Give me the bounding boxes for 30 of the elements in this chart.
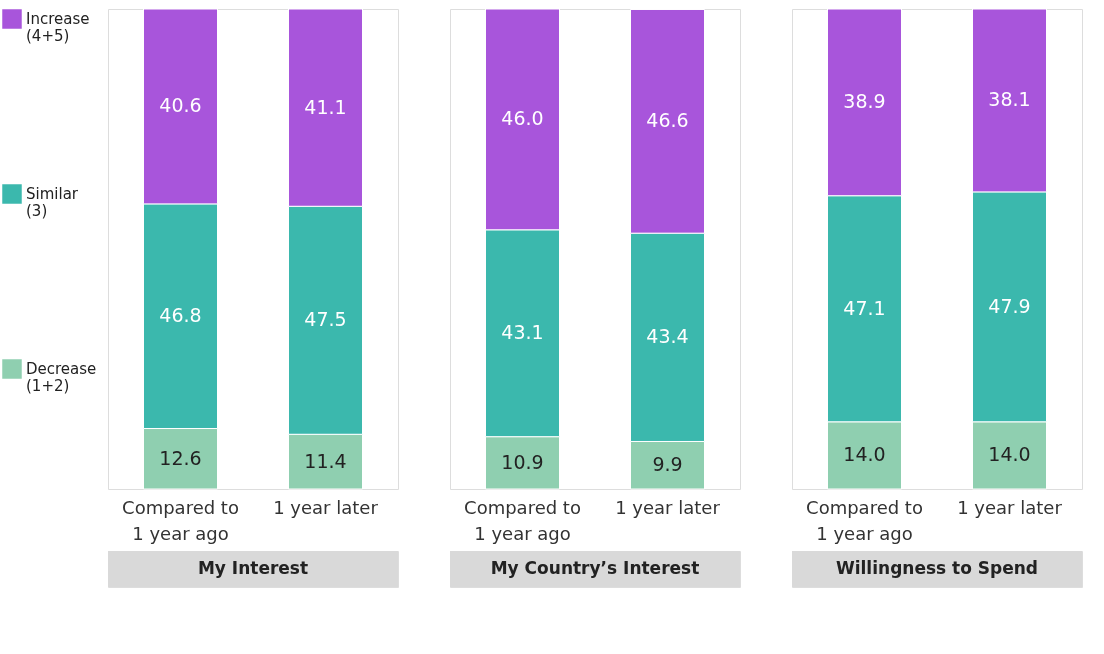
text: My Interest — [197, 558, 309, 578]
data-label: 46.8 — [159, 304, 202, 327]
data-label: 11.4 — [304, 449, 347, 472]
data-label: 47.5 — [304, 308, 347, 331]
data-label: 12.6 — [159, 446, 202, 469]
data-label: 46.6 — [646, 109, 689, 132]
data-label: 46.0 — [501, 107, 544, 130]
text: Willingness to Spend — [835, 558, 1039, 578]
data-label: 41.1 — [304, 95, 347, 118]
data-label: 38.1 — [988, 88, 1031, 111]
data-label: 43.1 — [501, 321, 544, 344]
x-tick-label: Compared to 1 year ago — [806, 496, 923, 544]
legend-label: Increase (4+5) — [26, 10, 90, 45]
data-label: 43.4 — [646, 325, 689, 348]
text: My Country’s Interest — [490, 558, 700, 578]
x-tick-label: 1 year later — [957, 496, 1063, 518]
data-label: 47.9 — [988, 294, 1031, 317]
data-label: 14.0 — [843, 443, 886, 466]
data-label: 9.9 — [652, 453, 683, 476]
legend-label: Decrease (1+2) — [26, 360, 97, 395]
x-tick-label: Compared to 1 year ago — [122, 496, 239, 544]
data-label: 40.6 — [159, 94, 202, 117]
x-tick-label: Compared to 1 year ago — [464, 496, 581, 544]
x-tick-label: 1 year later — [615, 496, 721, 518]
data-label: 14.0 — [988, 443, 1031, 466]
x-tick-label: 1 year later — [273, 496, 379, 518]
data-label: 38.9 — [843, 90, 886, 113]
legend-label: Similar (3) — [26, 185, 79, 220]
data-label: 47.1 — [843, 296, 886, 319]
data-label: 10.9 — [501, 450, 544, 473]
